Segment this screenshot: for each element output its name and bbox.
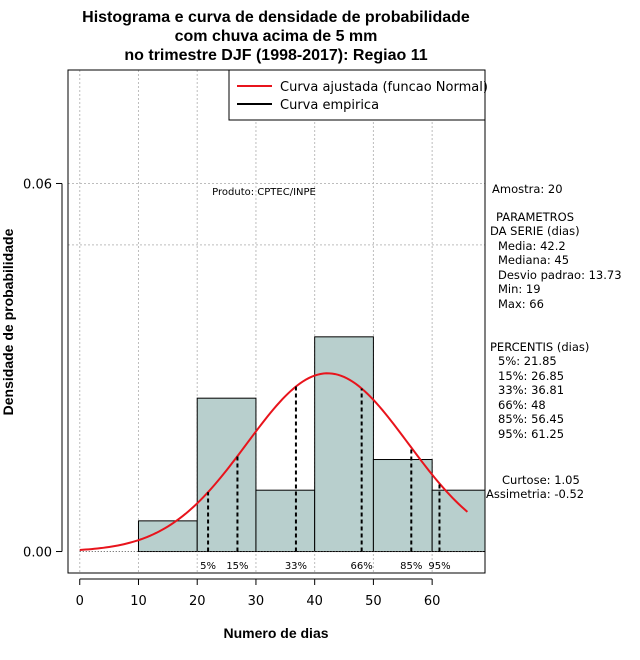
grid (68, 70, 485, 573)
x-tick-label-30: 30 (248, 594, 265, 609)
axes: 0 10 20 30 40 50 60 0.00 0.06 (23, 177, 440, 609)
stat-p5: 5%: 21.85 (498, 354, 557, 368)
stat-p85: 85%: 56.45 (498, 412, 564, 426)
stat-mediana: Mediana: 45 (498, 253, 569, 267)
y-axis-label: Densidade de probabilidade (0, 228, 16, 415)
x-axis-label: Numero de dias (223, 625, 328, 641)
percentile-label-33pct: 33% (285, 561, 307, 572)
histogram-bar-3 (314, 336, 374, 553)
stat-p95: 95%: 61.25 (498, 427, 564, 441)
chart-title-line-2: com chuva acima de 5 mm (175, 28, 378, 45)
stat-params-header-2: DA SERIE (dias) (490, 224, 580, 238)
stat-curtose: Curtose: 1.05 (502, 473, 580, 487)
percentile-label-5pct: 5% (200, 561, 216, 572)
x-tick-label-50: 50 (365, 594, 382, 609)
histogram-bar-4 (372, 459, 433, 553)
stat-p33: 33%: 36.81 (498, 383, 564, 397)
stat-desvio: Desvio padrao: 13.73 (498, 268, 622, 282)
x-tick-label-60: 60 (424, 594, 441, 609)
x-tick-label-20: 20 (189, 594, 206, 609)
percentile-label-66pct: 66% (351, 561, 373, 572)
percentile-label-95pct: 95% (428, 561, 450, 572)
x-tick-label-10: 10 (130, 594, 147, 609)
x-tick-label-0: 0 (76, 594, 84, 609)
histogram-bars (79, 336, 486, 553)
chart-title-line-1: Histograma e curva de densidade de proba… (82, 9, 470, 26)
normal-fit-curve (79, 372, 469, 551)
percentile-label-15pct: 15% (226, 561, 248, 572)
stat-max: Max: 66 (498, 297, 544, 311)
credit-text: Produto: CPTEC/INPE (212, 187, 316, 198)
legend-label-normal: Curva ajustada (funcao Normal) (280, 80, 488, 95)
stat-p66: 66%: 48 (498, 398, 546, 412)
curves (79, 372, 469, 551)
stats-panel: Amostra: 20 PARAMETROS DA SERIE (dias) M… (486, 182, 622, 501)
y-tick-label-0.00: 0.00 (23, 546, 52, 561)
y-tick-label-0.06: 0.06 (23, 177, 52, 192)
x-tick-label-40: 40 (306, 594, 323, 609)
legend-label-empirical: Curva empirica (280, 98, 379, 113)
stat-media: Media: 42.2 (498, 239, 566, 253)
legend-box (228, 69, 486, 121)
histogram-bar-5 (431, 489, 486, 553)
stat-p15: 15%: 26.85 (498, 369, 564, 383)
stat-params-header-1: PARAMETROS (496, 210, 574, 224)
percentile-label-85pct: 85% (400, 561, 422, 572)
percentile-markers: 5% 15% 33% 66% 85% 95% (200, 386, 451, 572)
chart-title-line-3: no trimestre DJF (1998-2017): Regiao 11 (124, 47, 427, 64)
stat-amostra: Amostra: 20 (492, 182, 563, 196)
stat-assimetria: Assimetria: -0.52 (486, 487, 584, 501)
stat-percentis-header: PERCENTIS (dias) (490, 340, 589, 354)
legend: Curva ajustada (funcao Normal) Curva emp… (228, 69, 488, 121)
stat-min: Min: 19 (498, 282, 541, 296)
histogram-bar-2 (255, 489, 316, 553)
histogram-bar-1 (196, 397, 257, 553)
